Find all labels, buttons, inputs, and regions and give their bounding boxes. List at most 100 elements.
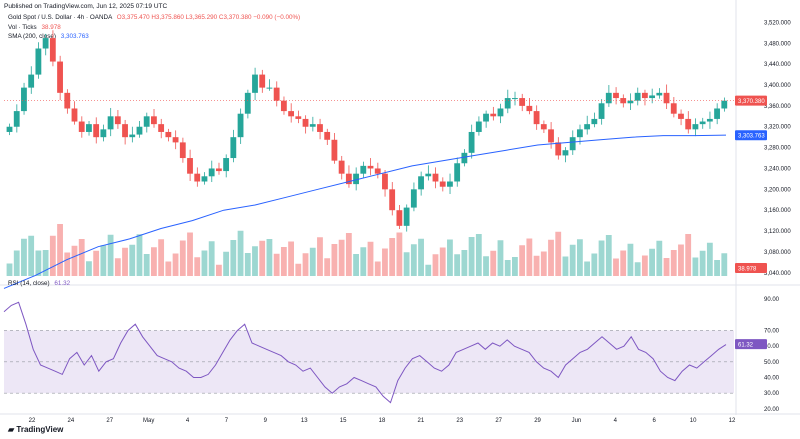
price-tick-label: 3,080.000 [764, 250, 791, 256]
volume-bar [49, 235, 56, 276]
volume-bar [172, 253, 179, 276]
candle-body [649, 95, 655, 99]
last-price-badge-bg [735, 95, 767, 106]
time-tick-label: May [143, 418, 154, 424]
volume-bar [143, 254, 150, 276]
volume-bar [107, 234, 114, 276]
time-tick-label: 15 [340, 418, 347, 424]
volume-bar [634, 262, 641, 276]
sma-badge: 3,303.763 [738, 134, 765, 140]
time-tick-label: 18 [379, 418, 386, 424]
volume-bar [627, 243, 634, 276]
candle-body [151, 116, 157, 125]
candle-body [598, 103, 605, 119]
sma-legend[interactable]: SMA (200, close) 3,303.763 [8, 33, 89, 40]
time-tick-label: 7 [225, 418, 229, 424]
volume-bar [208, 241, 215, 276]
candle-body [562, 150, 569, 156]
volume-bar [158, 239, 165, 276]
volume-bar [129, 244, 136, 276]
volume-bar [324, 258, 331, 276]
volume-bar [382, 248, 388, 276]
volume-bar [706, 242, 713, 276]
candle-body [432, 173, 439, 182]
candle-body [533, 111, 540, 125]
volume-legend[interactable]: Vol · Ticks 38.978 [8, 24, 61, 31]
volume-bar [533, 255, 540, 276]
volume-bar [555, 231, 562, 276]
rsi-tick-label: 70.00 [764, 328, 780, 334]
candle-body [244, 92, 251, 114]
volume-bar [122, 247, 128, 276]
volume-bar [425, 264, 432, 276]
volume-bar [584, 261, 591, 276]
candle-body [288, 111, 294, 117]
rsi-tick-label: 20.00 [764, 407, 780, 413]
candle-body [475, 121, 482, 132]
candle-body [252, 74, 258, 93]
volume-bar [165, 261, 172, 276]
volume-bar [244, 253, 251, 276]
candle-body [317, 124, 323, 132]
symbol-legend[interactable]: Gold Spot / U.S. Dollar · 4h · OANDA O3,… [8, 14, 300, 21]
volume-bar [71, 245, 78, 276]
volume-bar [86, 261, 92, 276]
rsi-line [3, 301, 727, 404]
candle-body [353, 173, 359, 185]
rsi-legend[interactable]: RSI (14, close) 61.32 [8, 280, 70, 287]
candle-body [295, 116, 302, 119]
candle-body [721, 100, 728, 109]
volume-bar [280, 247, 287, 276]
volume-bar [540, 251, 547, 276]
volume-bar [6, 263, 13, 276]
published-text: Published on TradingView.com, Jun 12, 20… [4, 3, 168, 10]
candle-body [656, 92, 663, 96]
time-tick-label: 27 [106, 418, 113, 424]
volume-bar [42, 250, 49, 276]
candle-body [468, 131, 475, 153]
tradingview-logo[interactable]: ▰ TradingView [8, 425, 63, 434]
candle-body [439, 181, 446, 187]
candle-body [641, 92, 648, 99]
candle-body [86, 124, 92, 132]
candle-body [345, 173, 352, 185]
volume-bar [685, 234, 692, 276]
price-tick-label: 3,120.000 [764, 229, 791, 235]
volume-bar [136, 234, 143, 276]
volume-bar [93, 250, 100, 276]
candle-body [519, 98, 526, 106]
tradingview-logo-icon: ▰ [8, 425, 15, 434]
candle-body [49, 38, 56, 62]
time-tick-label: Jun [572, 418, 582, 424]
volume-bar [64, 252, 71, 276]
volume-bar [439, 247, 446, 276]
volume-bar [468, 237, 475, 276]
candle-body [461, 152, 468, 164]
candle-body [21, 87, 27, 112]
candle-body [613, 92, 619, 99]
volume-bar [569, 244, 576, 276]
volume-value: 38.978 [41, 24, 61, 31]
volume-bar [721, 253, 728, 276]
time-tick-label: 4 [614, 418, 618, 424]
rsi-badge: 61.32 [738, 342, 754, 348]
candle-body [114, 116, 121, 125]
volume-bar [237, 230, 244, 276]
candle-body [670, 103, 677, 114]
price-tick-label: 3,480.000 [764, 41, 791, 47]
candle-body [13, 111, 20, 127]
volume-bar [497, 240, 504, 276]
volume-bar [78, 239, 85, 276]
candle-body [425, 173, 432, 177]
candle-body [35, 48, 42, 75]
time-tick-label: 24 [68, 418, 75, 424]
time-tick-label: 12 [729, 418, 736, 424]
volume-bar [504, 260, 511, 276]
volume-bar [548, 239, 554, 276]
candle-body [367, 165, 374, 169]
volume-bar [360, 247, 367, 276]
candle-body [374, 168, 381, 174]
ohlc-values: O3,375.470 H3,375.860 L3,365.290 C3,370.… [116, 14, 301, 21]
price-tick-label: 3,520.000 [764, 20, 791, 26]
